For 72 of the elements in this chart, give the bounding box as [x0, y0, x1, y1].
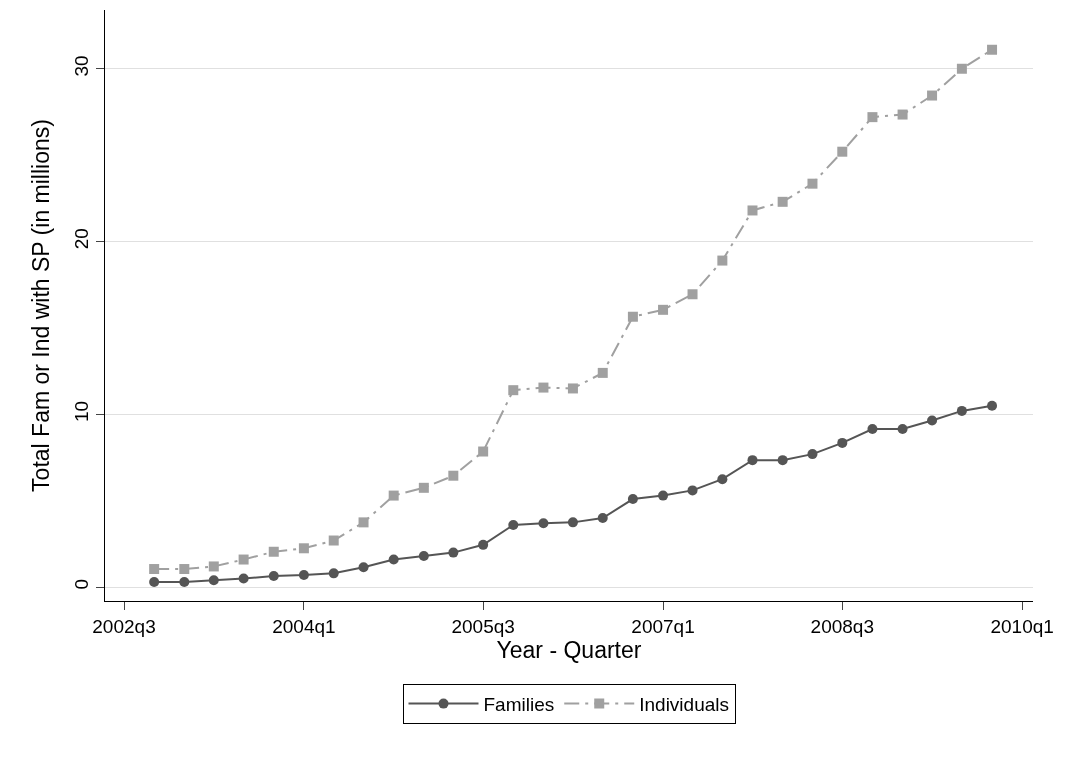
point — [508, 519, 519, 530]
y-axis-title: Total Fam or Ind with SP (in millions) — [27, 119, 54, 492]
x-tick-label: 2004q1 — [272, 615, 336, 637]
point — [777, 455, 788, 466]
point — [717, 255, 728, 266]
point — [149, 564, 160, 575]
point — [987, 44, 998, 55]
point — [388, 554, 399, 565]
y-tick-label: 30 — [71, 55, 93, 77]
point — [208, 575, 219, 586]
y-tick-label: 0 — [71, 579, 93, 590]
point — [328, 535, 339, 546]
point — [538, 382, 549, 393]
point — [298, 570, 309, 581]
point — [837, 146, 848, 157]
point — [687, 485, 698, 496]
x-tick-label: 2008q3 — [810, 615, 874, 637]
x-tick-label: 2010q1 — [990, 615, 1054, 637]
point — [538, 518, 549, 529]
point — [208, 561, 219, 572]
point — [328, 568, 339, 579]
point — [658, 490, 669, 501]
x-tick-label: 2007q1 — [631, 615, 695, 637]
point — [897, 109, 908, 120]
point — [268, 570, 279, 581]
point — [687, 289, 698, 300]
point — [179, 564, 190, 575]
point — [418, 551, 429, 562]
y-tick-label: 10 — [71, 400, 93, 423]
point — [807, 449, 818, 460]
point — [956, 63, 967, 74]
point — [597, 367, 608, 378]
point — [987, 400, 998, 411]
point — [298, 543, 309, 554]
point — [268, 546, 279, 557]
point — [717, 474, 728, 485]
point — [358, 562, 369, 573]
point — [478, 539, 489, 550]
point — [149, 576, 160, 587]
point — [597, 513, 608, 524]
legend-label: Families — [483, 694, 555, 715]
legend-label: Individuals — [639, 694, 730, 715]
point — [418, 482, 429, 493]
point — [238, 554, 249, 565]
point — [238, 573, 249, 584]
point — [867, 112, 878, 123]
point — [567, 383, 578, 394]
point — [747, 205, 758, 216]
point — [627, 494, 638, 505]
point — [777, 196, 788, 207]
point — [956, 405, 967, 416]
point — [658, 304, 669, 315]
point — [448, 470, 459, 481]
point — [567, 517, 578, 528]
point — [807, 178, 818, 189]
point — [508, 385, 519, 396]
point — [478, 446, 489, 457]
point — [358, 517, 369, 528]
point — [897, 424, 908, 435]
point — [388, 490, 399, 501]
point — [927, 415, 938, 426]
point — [867, 424, 878, 435]
y-tick-label: 20 — [71, 228, 93, 250]
x-tick-label: 2005q3 — [451, 615, 515, 637]
x-tick-label: 2002q3 — [92, 615, 156, 637]
point — [179, 576, 190, 587]
x-axis-title: Year - Quarter — [496, 636, 642, 663]
point — [837, 437, 848, 448]
point — [927, 90, 938, 101]
point — [747, 455, 758, 466]
point — [627, 311, 638, 322]
point — [448, 547, 459, 558]
